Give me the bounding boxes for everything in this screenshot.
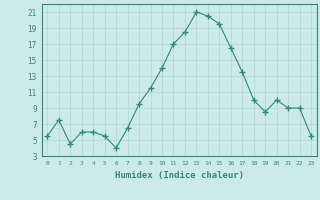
- X-axis label: Humidex (Indice chaleur): Humidex (Indice chaleur): [115, 171, 244, 180]
